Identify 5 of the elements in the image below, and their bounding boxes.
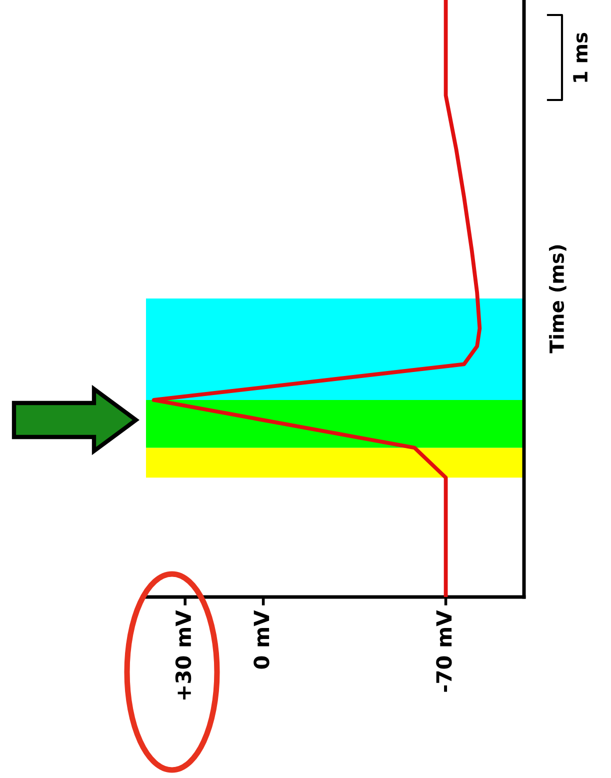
x-tick-label: 0 mV [254,610,270,669]
x-tick-label: -70 mV [436,610,452,692]
y-axis-title: Time (ms) [549,245,566,354]
x-tick-label: +30 mV [175,610,192,700]
text: 1 ms [573,32,588,82]
